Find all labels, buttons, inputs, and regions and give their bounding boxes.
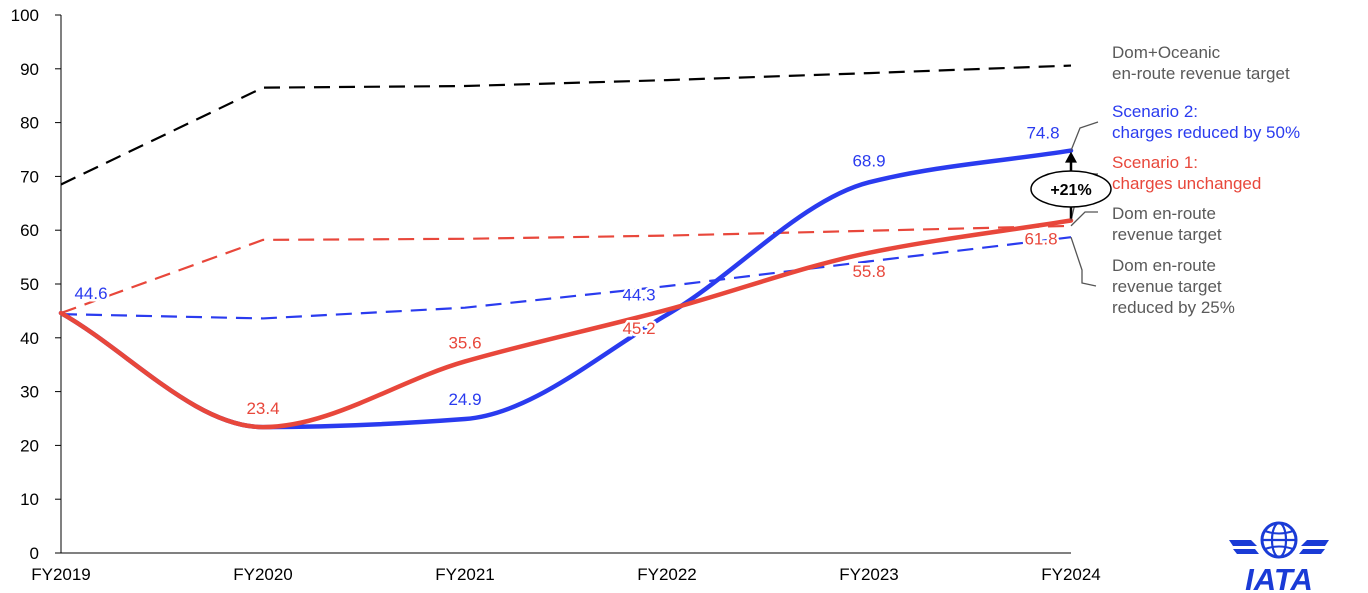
y-tick-label: 40 [20,329,39,348]
data-label-scenario2: 74.8 [1026,124,1059,143]
series-line-domtarget [60,224,1072,315]
logo-text: IATA [1245,562,1313,593]
chart-data-labels: 23.4 35.6 45.2 55.8 61.8 44.6 24.9 44.3 68.9 74.8 [72,121,1062,421]
data-label-scenario1: 55.8 [852,262,885,281]
y-tick-label: 90 [20,60,39,79]
data-label-scenario2: 44.6 [74,284,107,303]
annotation-line: revenue target [1112,225,1222,244]
leader-line [1070,211,1098,227]
leader-line [1070,236,1097,287]
data-label-scenario1: 35.6 [448,333,481,352]
x-tick-label: FY2020 [233,565,293,584]
data-label-scenario2: 44.3 [622,286,655,305]
iata-logo: IATA [1229,521,1329,593]
annotation-line: Scenario 1: [1112,153,1198,172]
y-tick-label: 100 [11,6,39,25]
y-tick-label: 50 [20,275,39,294]
data-label-scenario1: 45.2 [622,319,655,338]
series-line-scenario1 [58,218,1074,430]
data-label-scenario2: 68.9 [852,151,885,170]
annotation-line: Scenario 2: [1112,102,1198,121]
annotation-line: Dom en-route [1112,256,1216,275]
y-tick-label: 30 [20,383,39,402]
callout-text: +21% [1050,182,1091,199]
y-tick-label: 10 [20,490,39,509]
x-tick-label: FY2022 [637,565,697,584]
data-label-scenario2: 24.9 [448,390,481,409]
chart-axes: 0 10 20 30 40 50 60 70 80 90 100 FY2019 FY2020 FY2021… [11,6,1101,584]
series-annotation-domtarget: Dom en-route revenue target [1112,204,1222,244]
x-tick-label: FY2024 [1041,565,1101,584]
annotation-line: reduced by 25% [1112,298,1235,317]
y-tick-label: 70 [20,167,39,186]
series-line-domoceanic [60,64,1072,186]
annotation-line: Dom+Oceanic [1112,43,1221,62]
x-tick-label: FY2019 [31,565,91,584]
y-tick-label: 80 [20,114,39,133]
data-label-scenario1: 23.4 [246,399,279,418]
annotation-line: charges unchanged [1112,174,1261,193]
leader-line [1070,121,1099,151]
y-tick-label: 0 [30,544,39,563]
series-annotation-domoceanic: Dom+Oceanic en-route revenue target [1112,43,1290,83]
data-label-scenario1: 61.8 [1024,230,1057,249]
y-tick-label: 20 [20,436,39,455]
y-tick-label: 60 [20,221,39,240]
change-callout: +21% [1030,170,1112,208]
annotation-line: revenue target [1112,277,1222,296]
x-tick-label: FY2023 [839,565,899,584]
chart-series [58,64,1074,430]
annotation-line: Dom en-route [1112,204,1216,223]
series-annotation-scenario2: Scenario 2: charges reduced by 50% [1112,102,1300,142]
series-annotations: Dom+Oceanic en-route revenue target Scenar… [1065,43,1300,317]
series-line-scenario2 [58,148,1074,430]
series-line-domreduced [60,236,1072,320]
callout-ellipse [1030,170,1112,208]
change-arrow-head [1065,151,1077,163]
globe-wings-icon [1229,521,1329,559]
annotation-line: charges reduced by 50% [1112,123,1300,142]
x-tick-label: FY2021 [435,565,495,584]
annotation-line: en-route revenue target [1112,64,1290,83]
series-annotation-domreduced: Dom en-route revenue target reduced by 25% [1112,256,1235,317]
series-annotation-scenario1: Scenario 1: charges unchanged [1112,153,1261,193]
